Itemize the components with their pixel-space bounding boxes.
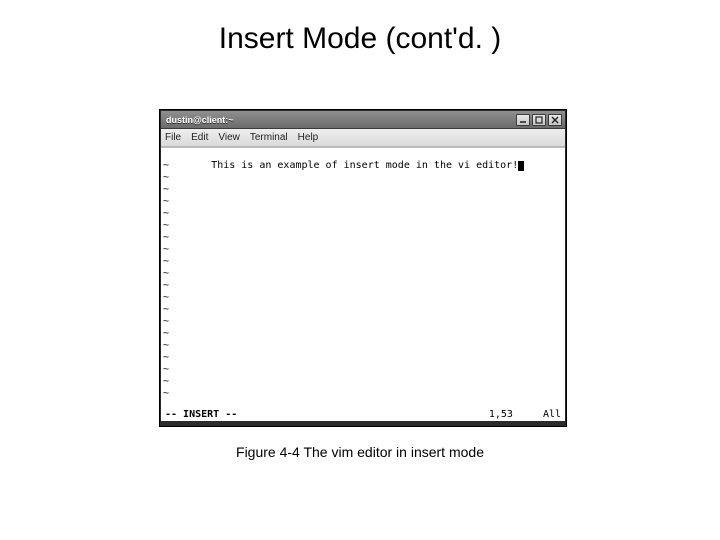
menu-terminal[interactable]: Terminal <box>250 132 288 143</box>
tilde-line: ~ <box>161 232 565 244</box>
tilde-line: ~ <box>161 244 565 256</box>
menu-help[interactable]: Help <box>298 132 319 143</box>
tilde-line: ~ <box>161 208 565 220</box>
tilde-line: ~ <box>161 328 565 340</box>
tilde-lines: ~~~~~~~~~~~~~~~~~~~~ <box>161 160 565 400</box>
menu-file[interactable]: File <box>165 132 181 143</box>
editor-viewport[interactable]: This is an example of insert mode in the… <box>161 147 565 421</box>
tilde-line: ~ <box>161 292 565 304</box>
menubar: File Edit View Terminal Help <box>161 129 565 147</box>
tilde-line: ~ <box>161 376 565 388</box>
menu-view[interactable]: View <box>218 132 240 143</box>
menu-edit[interactable]: Edit <box>191 132 208 143</box>
window-bottom-strip <box>161 421 565 425</box>
tilde-line: ~ <box>161 220 565 232</box>
status-mode: -- INSERT -- <box>165 409 237 420</box>
tilde-line: ~ <box>161 388 565 400</box>
minimize-button[interactable] <box>516 114 530 126</box>
status-position: 1,53 <box>489 409 513 420</box>
tilde-line: ~ <box>161 184 565 196</box>
window-titlebar[interactable]: dustin@client:~ <box>161 111 565 129</box>
tilde-line: ~ <box>161 172 565 184</box>
tilde-line: ~ <box>161 364 565 376</box>
minimize-icon <box>519 116 527 124</box>
slide-container: Insert Mode (cont'd. ) dustin@client:~ F… <box>0 0 720 540</box>
page-title: Insert Mode (cont'd. ) <box>0 22 720 56</box>
tilde-line: ~ <box>161 196 565 208</box>
window-controls <box>516 114 562 126</box>
tilde-line: ~ <box>161 256 565 268</box>
status-bar: -- INSERT -- 1,53 All <box>161 408 565 421</box>
close-button[interactable] <box>548 114 562 126</box>
editor-filler <box>161 400 565 408</box>
tilde-line: ~ <box>161 340 565 352</box>
close-icon <box>551 116 559 124</box>
tilde-line: ~ <box>161 280 565 292</box>
status-percent: All <box>543 409 561 420</box>
tilde-line: ~ <box>161 352 565 364</box>
tilde-line: ~ <box>161 268 565 280</box>
tilde-line: ~ <box>161 316 565 328</box>
terminal-window: dustin@client:~ File Edit View Terminal … <box>160 110 566 426</box>
editor-text-line: This is an example of insert mode in the… <box>161 148 565 160</box>
maximize-icon <box>535 116 543 124</box>
titlebar-left: dustin@client:~ <box>164 115 516 125</box>
tilde-line: ~ <box>161 304 565 316</box>
tilde-line: ~ <box>161 160 565 172</box>
window-title: dustin@client:~ <box>164 115 234 125</box>
figure-caption: Figure 4-4 The vim editor in insert mode <box>0 444 720 460</box>
maximize-button[interactable] <box>532 114 546 126</box>
